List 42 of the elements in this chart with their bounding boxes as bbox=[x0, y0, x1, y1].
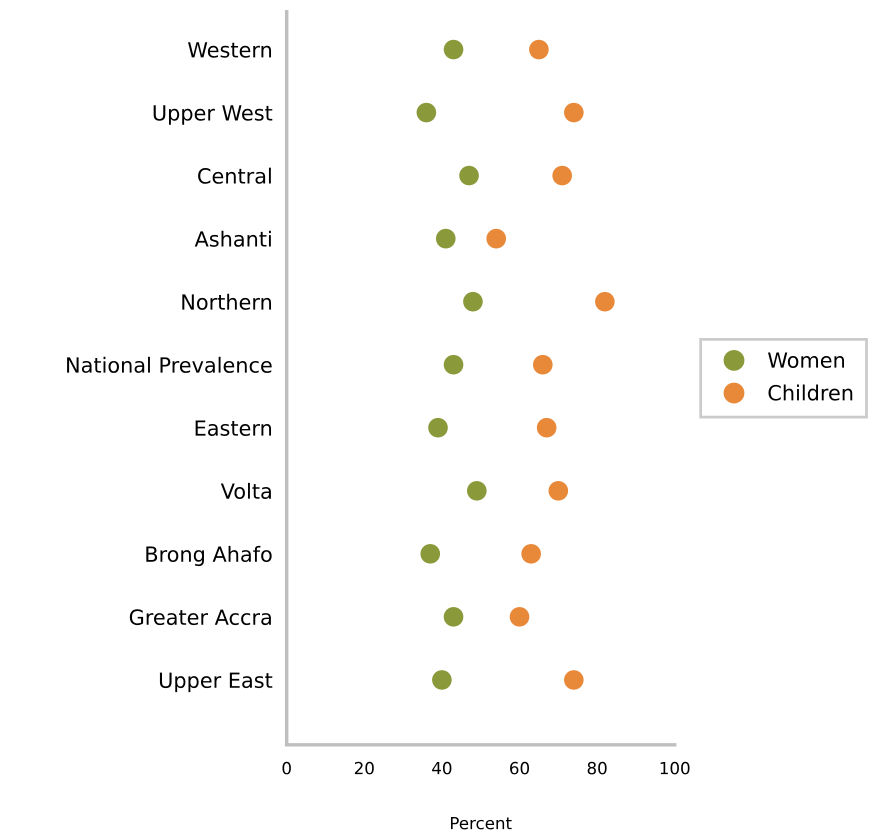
point bbox=[548, 480, 568, 501]
x-tick-label: 100 bbox=[660, 762, 690, 774]
point bbox=[532, 354, 553, 375]
y-tick-label: Ashanti bbox=[194, 230, 271, 247]
legend-label: Women bbox=[768, 352, 844, 368]
point bbox=[416, 102, 436, 122]
y-tick-label: Upper West bbox=[154, 105, 272, 125]
y-tick-label: Upper East bbox=[160, 672, 272, 692]
point bbox=[552, 166, 572, 186]
x-axis-title: Percent bbox=[450, 817, 512, 830]
point bbox=[428, 418, 448, 438]
point bbox=[595, 292, 615, 312]
y-tick-label: Central bbox=[198, 168, 271, 184]
point bbox=[432, 670, 452, 690]
point bbox=[521, 544, 541, 564]
x-tick-label: 0 bbox=[282, 762, 291, 774]
point bbox=[463, 292, 483, 312]
y-tick-label: Western bbox=[188, 42, 272, 58]
point bbox=[564, 670, 584, 690]
point bbox=[467, 480, 487, 501]
x-tick-label: 20 bbox=[354, 762, 374, 774]
point bbox=[444, 354, 464, 375]
y-tick-label: Volta bbox=[220, 482, 271, 499]
point bbox=[564, 102, 584, 122]
x-tick-label: 60 bbox=[510, 762, 530, 774]
point bbox=[529, 40, 549, 60]
point bbox=[444, 40, 464, 60]
y-tick-label: Northern bbox=[182, 294, 272, 310]
point bbox=[420, 544, 440, 564]
point bbox=[459, 166, 479, 186]
point bbox=[486, 228, 506, 248]
legend-label: Children bbox=[768, 384, 852, 401]
y-tick-label: Eastern bbox=[196, 420, 272, 436]
point bbox=[510, 607, 530, 627]
y-tick-label: Greater Accra bbox=[130, 609, 271, 626]
y-tick-label: National Prevalence bbox=[67, 356, 272, 373]
x-tick-label: 40 bbox=[432, 762, 452, 774]
y-tick-label: Brong Ahafo bbox=[146, 546, 272, 566]
point bbox=[444, 607, 464, 627]
x-tick-label: 80 bbox=[588, 762, 607, 774]
point bbox=[436, 228, 456, 248]
point bbox=[536, 418, 556, 438]
